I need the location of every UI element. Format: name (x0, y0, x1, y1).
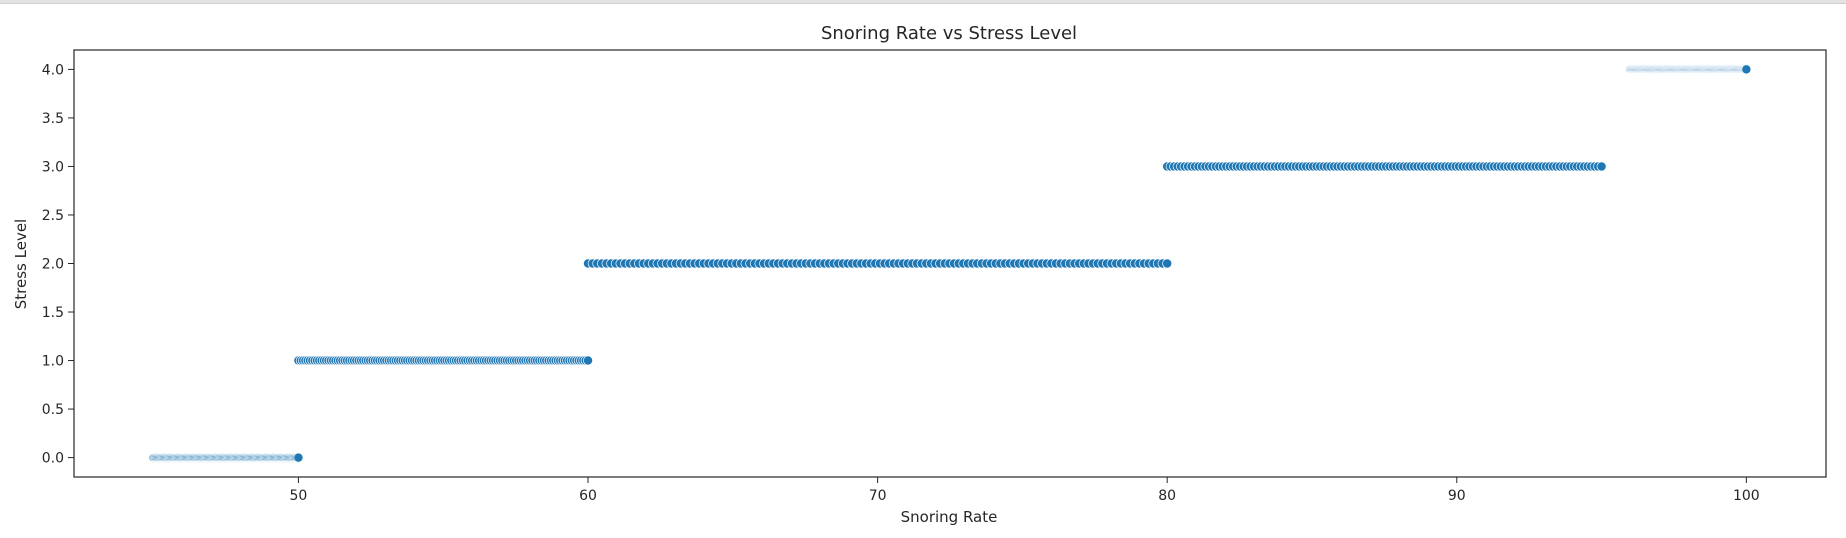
y-tick-label: 0.5 (42, 402, 64, 418)
y-tick-label: 3.0 (42, 159, 64, 175)
x-tick-label: 70 (869, 488, 887, 504)
points-layer (148, 64, 1752, 463)
x-tick-label: 60 (579, 488, 597, 504)
data-point (1162, 258, 1173, 269)
x-axis-label: Snoring Rate (901, 508, 998, 526)
y-tick-label: 1.5 (42, 305, 64, 321)
data-point (1596, 161, 1607, 172)
y-tick-label: 4.0 (42, 62, 64, 78)
data-point (293, 452, 304, 463)
x-tick-label: 50 (290, 488, 308, 504)
y-axis: 0.0 0.5 1.0 1.5 2.0 2.5 3.0 3.5 4.0 (42, 62, 74, 467)
data-point (583, 355, 593, 366)
data-point (1741, 64, 1752, 75)
y-tick-label: 0.0 (42, 451, 64, 467)
y-tick-label: 1.0 (42, 354, 64, 370)
y-tick-label: 2.0 (42, 257, 64, 273)
y-tick-label: 3.5 (42, 111, 64, 127)
y-tick-label: 2.5 (42, 208, 64, 224)
x-tick-label: 90 (1448, 488, 1466, 504)
y-axis-label: Stress Level (12, 219, 30, 309)
x-tick-label: 80 (1158, 488, 1176, 504)
chart-title: Snoring Rate vs Stress Level (821, 23, 1077, 44)
x-tick-label: 100 (1733, 488, 1760, 504)
x-axis: 50 60 70 80 90 100 (290, 477, 1760, 504)
window-top-border (0, 0, 1846, 4)
